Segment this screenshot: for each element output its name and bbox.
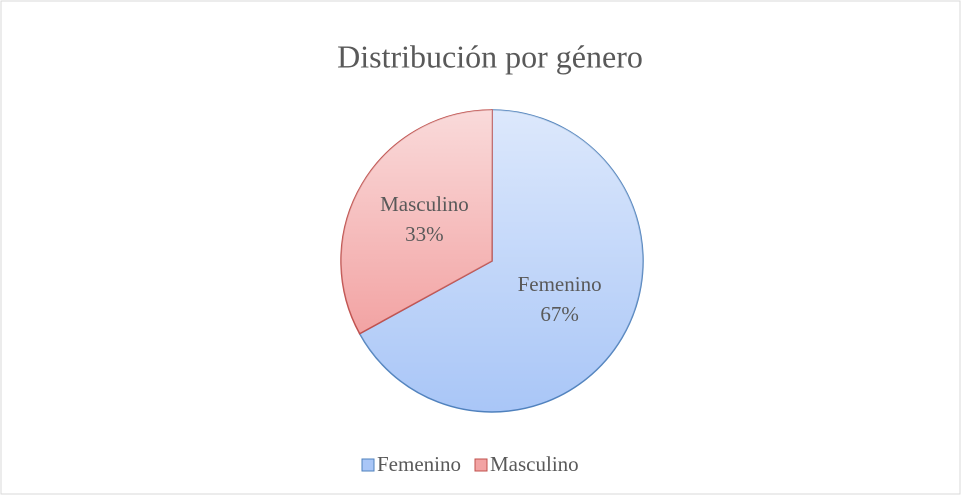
data-label-name: Masculino bbox=[380, 192, 469, 216]
slice-shade bbox=[341, 110, 492, 334]
legend-label: Femenino bbox=[377, 452, 461, 476]
data-label-value: 33% bbox=[405, 222, 444, 246]
data-label-value: 67% bbox=[540, 302, 579, 326]
chart-title: Distribución por género bbox=[337, 38, 643, 74]
legend-swatch bbox=[474, 458, 488, 472]
slice-shade bbox=[359, 110, 643, 412]
data-label-name: Femenino bbox=[518, 272, 602, 296]
legend-label: Masculino bbox=[490, 452, 579, 476]
legend-swatch bbox=[361, 458, 375, 472]
